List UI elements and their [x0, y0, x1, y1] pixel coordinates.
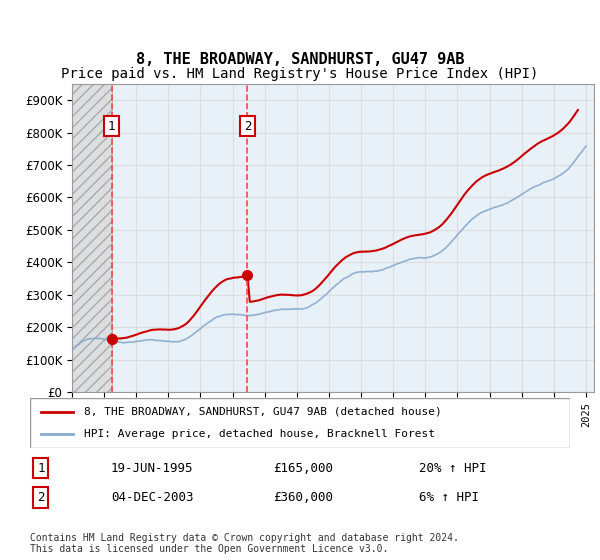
- Text: 2: 2: [37, 491, 44, 504]
- Text: 1: 1: [108, 120, 115, 133]
- Bar: [72, 84, 112, 392]
- Text: £360,000: £360,000: [273, 491, 333, 504]
- Text: 8, THE BROADWAY, SANDHURST, GU47 9AB (detached house): 8, THE BROADWAY, SANDHURST, GU47 9AB (de…: [84, 407, 442, 417]
- Text: Contains HM Land Registry data © Crown copyright and database right 2024.
This d: Contains HM Land Registry data © Crown c…: [30, 533, 459, 554]
- Text: 04-DEC-2003: 04-DEC-2003: [111, 491, 193, 504]
- Text: 6% ↑ HPI: 6% ↑ HPI: [419, 491, 479, 504]
- FancyBboxPatch shape: [30, 398, 570, 448]
- Text: Price paid vs. HM Land Registry's House Price Index (HPI): Price paid vs. HM Land Registry's House …: [61, 67, 539, 81]
- Bar: [72, 84, 112, 392]
- Text: 19-JUN-1995: 19-JUN-1995: [111, 461, 193, 475]
- Text: HPI: Average price, detached house, Bracknell Forest: HPI: Average price, detached house, Brac…: [84, 429, 435, 439]
- Text: 1: 1: [37, 461, 44, 475]
- Text: 8, THE BROADWAY, SANDHURST, GU47 9AB: 8, THE BROADWAY, SANDHURST, GU47 9AB: [136, 52, 464, 67]
- Text: 2: 2: [244, 120, 251, 133]
- Text: £165,000: £165,000: [273, 461, 333, 475]
- Text: 20% ↑ HPI: 20% ↑ HPI: [419, 461, 487, 475]
